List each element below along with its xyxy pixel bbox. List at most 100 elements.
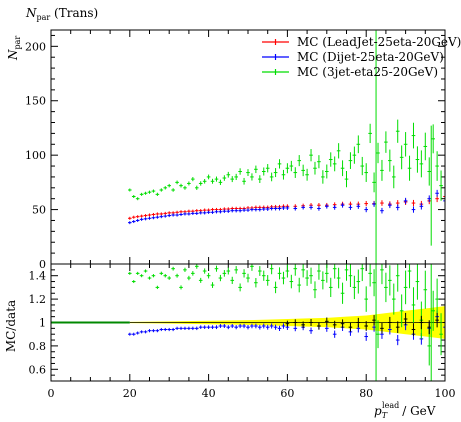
data-point [238, 208, 242, 213]
data-point [214, 265, 219, 272]
data-point [364, 163, 368, 182]
data-point [443, 193, 445, 201]
data-point [167, 327, 171, 332]
data-point [348, 322, 353, 332]
data-point [261, 167, 266, 176]
data-point [309, 319, 313, 326]
data-point [364, 286, 368, 312]
data-point [238, 168, 242, 175]
data-point [384, 272, 388, 303]
data-point [214, 325, 219, 330]
ratio-frame [50, 263, 446, 382]
data-point [317, 155, 321, 169]
data-point [435, 189, 439, 197]
data-point [388, 149, 392, 172]
data-point [202, 178, 207, 184]
data-point [384, 131, 388, 153]
data-point [163, 327, 168, 332]
data-point [344, 264, 349, 281]
data-point [309, 267, 313, 284]
data-point [277, 206, 282, 211]
legend-item: MC (LeadJet-25eta-20GeV) [262, 35, 461, 49]
data-point [321, 170, 325, 184]
data-point [139, 214, 144, 218]
data-point [285, 163, 290, 174]
data-point [360, 264, 365, 282]
legend: MC (LeadJet-25eta-20GeV)MC (Dijet-25eta-… [262, 35, 461, 79]
data-point [214, 210, 219, 214]
data-point [273, 168, 278, 178]
data-point [293, 319, 298, 326]
y-tick-label: 0.8 [29, 340, 47, 353]
series [128, 119, 443, 201]
data-point [435, 151, 439, 181]
data-point [419, 315, 424, 330]
data-point [321, 271, 325, 290]
data-point [159, 271, 164, 276]
data-point [191, 177, 195, 182]
data-point [167, 183, 171, 188]
data-point [265, 275, 270, 286]
data-point [301, 321, 305, 329]
data-point [423, 270, 428, 309]
data-point [325, 324, 329, 332]
data-point [147, 276, 152, 280]
data-point [281, 323, 286, 329]
data-point [230, 176, 235, 183]
data-point [139, 330, 144, 334]
data-point [309, 327, 313, 334]
data-point [206, 210, 211, 214]
data-point [159, 215, 164, 219]
data-point [254, 278, 258, 288]
data-point [356, 203, 361, 209]
y-tick-label: 0.6 [29, 363, 47, 376]
data-point [395, 119, 400, 143]
data-point [163, 214, 168, 218]
data-point [128, 271, 132, 275]
data-point [332, 330, 337, 338]
y-tick-label: 100 [25, 149, 46, 162]
data-point [230, 276, 235, 284]
data-point [226, 171, 231, 178]
data-point [403, 132, 408, 157]
data-point [427, 157, 432, 186]
data-point [313, 161, 317, 175]
data-point [273, 281, 278, 294]
data-point [368, 264, 372, 287]
data-point [427, 195, 432, 203]
data-point [171, 327, 175, 332]
data-point [183, 212, 187, 216]
data-point [317, 322, 321, 330]
data-point [317, 264, 321, 280]
data-point [202, 268, 207, 274]
x-tick-label: 80 [359, 387, 373, 400]
data-point [194, 185, 199, 190]
data-point [325, 317, 329, 326]
data-point [218, 210, 223, 214]
data-point [210, 210, 215, 214]
data-point [194, 209, 199, 213]
data-point [376, 320, 380, 349]
legend-item: MC (3jet-eta25-20GeV) [262, 65, 438, 79]
data-point [218, 324, 223, 328]
data-point [147, 213, 152, 217]
data-point [372, 315, 376, 326]
y-tick-label: 1.2 [29, 293, 47, 306]
data-point [234, 173, 238, 181]
data-point [340, 160, 345, 177]
data-point [309, 149, 313, 162]
data-point [297, 155, 302, 167]
data-point [439, 170, 443, 201]
data-point [301, 164, 305, 177]
data-point [218, 179, 223, 186]
data-point [372, 269, 376, 297]
data-point [277, 159, 282, 169]
data-point [380, 264, 384, 285]
data-point [289, 160, 294, 172]
data-point [194, 264, 199, 269]
data-point [187, 212, 191, 216]
data-point [128, 188, 132, 192]
series [128, 189, 445, 225]
data-point [289, 274, 294, 289]
